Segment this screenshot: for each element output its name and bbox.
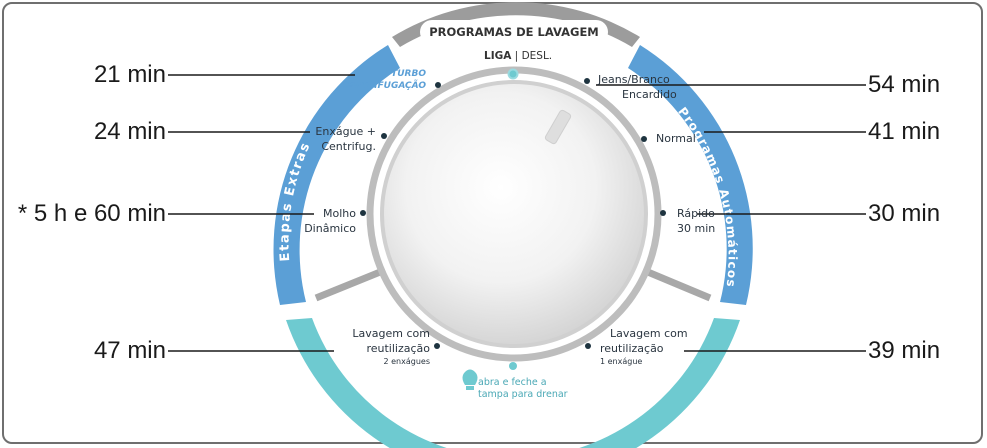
reuse1-line1: Lavagem com	[610, 327, 688, 340]
turbo-line2: CENTRIFUGAÇÃO	[340, 81, 426, 91]
time-fast: 30 min	[868, 200, 941, 227]
programs-title: PROGRAMAS DE LAVAGEM	[420, 20, 608, 44]
turbo-line1: TURBO	[391, 69, 426, 79]
jeans-line1: Jeans/Branco	[598, 73, 670, 86]
bottom-arc-label: Economia de Água	[448, 408, 582, 422]
jeans-line2: Encardido	[622, 88, 677, 101]
option-enxague-centrifug[interactable]: Enxágue + Centrifug.	[296, 124, 376, 154]
reuse1-line2: reutilização	[600, 342, 664, 355]
knob-pointer	[544, 109, 572, 145]
fast-line1: Rápido	[677, 207, 715, 220]
reuse1-line3: 1 enxágue	[600, 357, 643, 366]
time-jeans: 54 min	[868, 71, 941, 98]
soak-line1: Molho	[323, 207, 356, 220]
left-blue-arc	[273, 45, 400, 305]
option-turbo-centrifugacao[interactable]: TURBO CENTRIFUGAÇÃO	[336, 68, 426, 92]
time-turbo: 21 min	[93, 61, 166, 88]
option-normal[interactable]: Normal	[656, 132, 696, 145]
time-soak: * 5 h e 60 min	[17, 200, 166, 227]
option-reutilizacao-1-enxague[interactable]: Lavagem com reutilização 1 enxágue	[600, 326, 688, 367]
time-normal: 41 min	[868, 118, 941, 145]
on-label: LIGA	[484, 50, 512, 62]
option-rapido-30[interactable]: Rápido 30 min	[677, 206, 715, 236]
on-off-label[interactable]: LIGA | DESL.	[484, 50, 553, 62]
reuse2-line3: 2 enxágues	[383, 357, 431, 366]
gray-arc	[392, 2, 640, 48]
option-molho-dinamico[interactable]: Molho Dinâmico	[286, 206, 356, 236]
drain-line1: abra e feche a	[478, 377, 547, 388]
rinse-line1: Enxágue +	[315, 125, 376, 138]
time-reuse1: 39 min	[868, 337, 941, 364]
soak-line2: Dinâmico	[304, 222, 356, 235]
reuse2-line1: Lavagem com	[352, 327, 430, 340]
fast-line2: 30 min	[677, 222, 716, 235]
drain-line2: tampa para drenar	[478, 389, 568, 400]
reuse2-line2: reutilização	[366, 342, 430, 355]
drain-note: abra e feche a tampa para drenar	[478, 377, 568, 401]
knob	[380, 80, 648, 348]
option-reutilizacao-2-enxagues[interactable]: Lavagem com reutilização 2 enxágues	[326, 326, 430, 367]
option-jeans-branco-encardido[interactable]: Jeans/Branco Encardido	[598, 72, 677, 102]
rinse-line2: Centrifug.	[321, 140, 376, 153]
off-label: DESL.	[521, 50, 553, 62]
right-blue-arc	[628, 45, 753, 305]
time-rinse-spin: 24 min	[93, 118, 166, 145]
time-reuse2: 47 min	[93, 337, 166, 364]
